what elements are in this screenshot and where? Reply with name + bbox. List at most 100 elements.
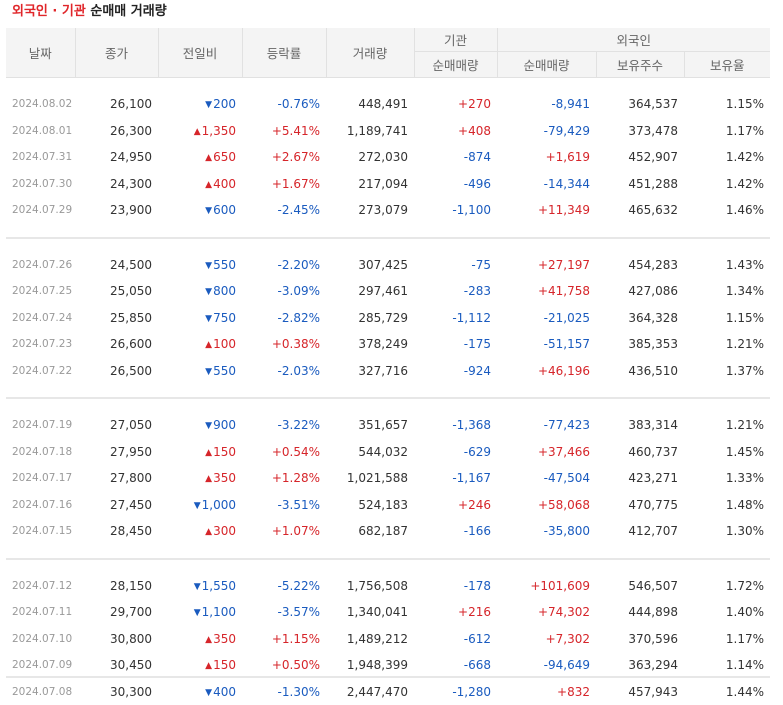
cell-volume: 217,094 (326, 171, 414, 198)
cell-close: 24,500 (75, 252, 158, 279)
cell-change: ▼800 (158, 278, 242, 305)
cell-foreign-shares: 454,283 (596, 252, 684, 279)
cell-rate: -2.45% (242, 197, 326, 224)
cell-change-value: 600 (213, 203, 236, 217)
cell-close: 27,450 (75, 492, 158, 519)
cell-volume: 524,183 (326, 492, 414, 519)
cell-foreign-shares: 546,507 (596, 573, 684, 600)
cell-close: 26,300 (75, 118, 158, 145)
cell-rate: +2.67% (242, 144, 326, 171)
cell-date: 2024.07.11 (6, 599, 75, 626)
cell-foreign-net: -21,025 (497, 305, 596, 332)
cell-close: 28,150 (75, 573, 158, 600)
cell-volume: 297,461 (326, 278, 414, 305)
up-triangle-icon: ▲ (205, 180, 212, 190)
cell-foreign-net: +46,196 (497, 358, 596, 385)
title-dot: · (52, 4, 57, 19)
cell-inst-net: -175 (414, 331, 497, 358)
cell-foreign-ratio: 1.15% (684, 305, 770, 332)
cell-change: ▼550 (158, 358, 242, 385)
cell-change-value: 750 (213, 311, 236, 325)
cell-date: 2024.07.22 (6, 358, 75, 385)
cell-change: ▼550 (158, 252, 242, 279)
cell-date: 2024.07.10 (6, 626, 75, 653)
cell-rate: +0.54% (242, 439, 326, 466)
cell-foreign-ratio: 1.14% (684, 652, 770, 679)
cell-inst-net: -924 (414, 358, 497, 385)
cell-foreign-net: -47,504 (497, 465, 596, 492)
cell-change-value: 100 (213, 337, 236, 351)
up-triangle-icon: ▲ (205, 448, 212, 458)
header-foreign-ratio: 보유율 (684, 52, 770, 78)
cell-volume: 1,756,508 (326, 573, 414, 600)
table-bottom-divider (6, 676, 770, 678)
cell-date: 2024.07.23 (6, 331, 75, 358)
cell-change: ▲150 (158, 652, 242, 679)
up-triangle-icon: ▲ (205, 153, 212, 163)
cell-close: 26,500 (75, 358, 158, 385)
row-spacer (6, 238, 770, 252)
cell-inst-net: -874 (414, 144, 497, 171)
up-triangle-icon: ▲ (205, 661, 212, 671)
cell-foreign-ratio: 1.21% (684, 412, 770, 439)
trading-table-container: 날짜 종가 전일비 등락률 거래량 기관 외국인 순매매량 순매매량 보유주수 … (6, 28, 770, 705)
cell-inst-net: -668 (414, 652, 497, 679)
cell-close: 30,300 (75, 679, 158, 705)
cell-foreign-ratio: 1.42% (684, 171, 770, 198)
header-rate: 등락률 (242, 28, 326, 78)
section-title: 외국인 · 기관 순매매 거래량 (12, 3, 167, 21)
cell-change: ▲400 (158, 171, 242, 198)
cell-volume: 544,032 (326, 439, 414, 466)
cell-foreign-ratio: 1.45% (684, 439, 770, 466)
cell-change-value: 1,100 (202, 605, 236, 619)
cell-foreign-shares: 385,353 (596, 331, 684, 358)
cell-rate: +5.41% (242, 118, 326, 145)
cell-change-value: 400 (213, 685, 236, 699)
cell-change: ▲650 (158, 144, 242, 171)
down-triangle-icon: ▼ (205, 261, 212, 271)
cell-change: ▼1,550 (158, 573, 242, 600)
cell-close: 26,100 (75, 91, 158, 118)
cell-volume: 307,425 (326, 252, 414, 279)
row-spacer (6, 398, 770, 412)
cell-change: ▼200 (158, 91, 242, 118)
cell-date: 2024.07.26 (6, 252, 75, 279)
cell-date: 2024.07.24 (6, 305, 75, 332)
cell-close: 23,900 (75, 197, 158, 224)
cell-date: 2024.07.08 (6, 679, 75, 705)
trading-table: 날짜 종가 전일비 등락률 거래량 기관 외국인 순매매량 순매매량 보유주수 … (6, 28, 770, 705)
cell-foreign-net: +58,068 (497, 492, 596, 519)
cell-foreign-net: +27,197 (497, 252, 596, 279)
cell-change-value: 300 (213, 524, 236, 538)
cell-date: 2024.07.17 (6, 465, 75, 492)
cell-foreign-net: -94,649 (497, 652, 596, 679)
cell-foreign-net: +41,758 (497, 278, 596, 305)
header-foreign-net: 순매매량 (497, 52, 596, 78)
group-divider (6, 545, 770, 559)
cell-foreign-ratio: 1.42% (684, 144, 770, 171)
cell-date: 2024.07.18 (6, 439, 75, 466)
cell-change-value: 400 (213, 177, 236, 191)
cell-close: 24,300 (75, 171, 158, 198)
cell-foreign-net: +74,302 (497, 599, 596, 626)
down-triangle-icon: ▼ (194, 501, 201, 511)
cell-change: ▼750 (158, 305, 242, 332)
cell-foreign-ratio: 1.40% (684, 599, 770, 626)
header-inst-net: 순매매량 (414, 52, 497, 78)
cell-close: 26,600 (75, 331, 158, 358)
cell-foreign-ratio: 1.17% (684, 626, 770, 653)
cell-change: ▼1,100 (158, 599, 242, 626)
title-volume: 거래량 (131, 4, 167, 19)
cell-change-value: 1,350 (202, 124, 236, 138)
cell-foreign-net: +7,302 (497, 626, 596, 653)
